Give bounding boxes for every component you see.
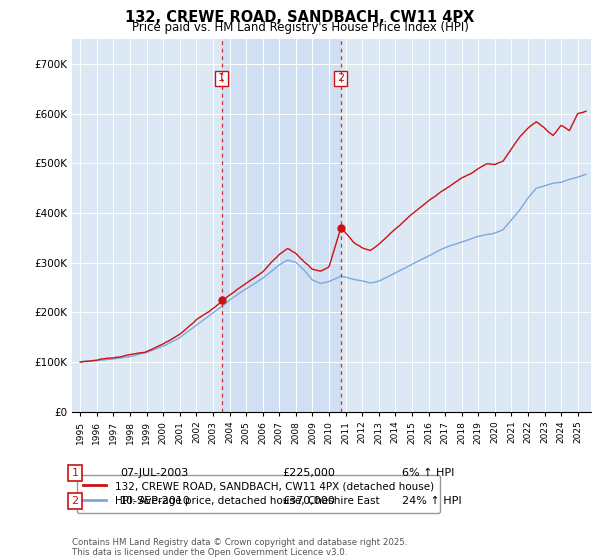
Text: 6% ↑ HPI: 6% ↑ HPI <box>402 468 454 478</box>
Text: 2: 2 <box>337 73 344 83</box>
Text: 1: 1 <box>218 73 225 83</box>
Text: 2: 2 <box>71 496 79 506</box>
Text: Contains HM Land Registry data © Crown copyright and database right 2025.
This d: Contains HM Land Registry data © Crown c… <box>72 538 407 557</box>
Text: Price paid vs. HM Land Registry's House Price Index (HPI): Price paid vs. HM Land Registry's House … <box>131 21 469 34</box>
Text: 07-JUL-2003: 07-JUL-2003 <box>120 468 188 478</box>
Text: 24% ↑ HPI: 24% ↑ HPI <box>402 496 461 506</box>
Text: 10-SEP-2010: 10-SEP-2010 <box>120 496 191 506</box>
Text: 1: 1 <box>71 468 79 478</box>
Legend: 132, CREWE ROAD, SANDBACH, CW11 4PX (detached house), HPI: Average price, detach: 132, CREWE ROAD, SANDBACH, CW11 4PX (det… <box>77 474 440 513</box>
Text: £225,000: £225,000 <box>282 468 335 478</box>
Bar <box>221 39 341 412</box>
Text: 132, CREWE ROAD, SANDBACH, CW11 4PX: 132, CREWE ROAD, SANDBACH, CW11 4PX <box>125 10 475 25</box>
Text: £370,000: £370,000 <box>282 496 335 506</box>
